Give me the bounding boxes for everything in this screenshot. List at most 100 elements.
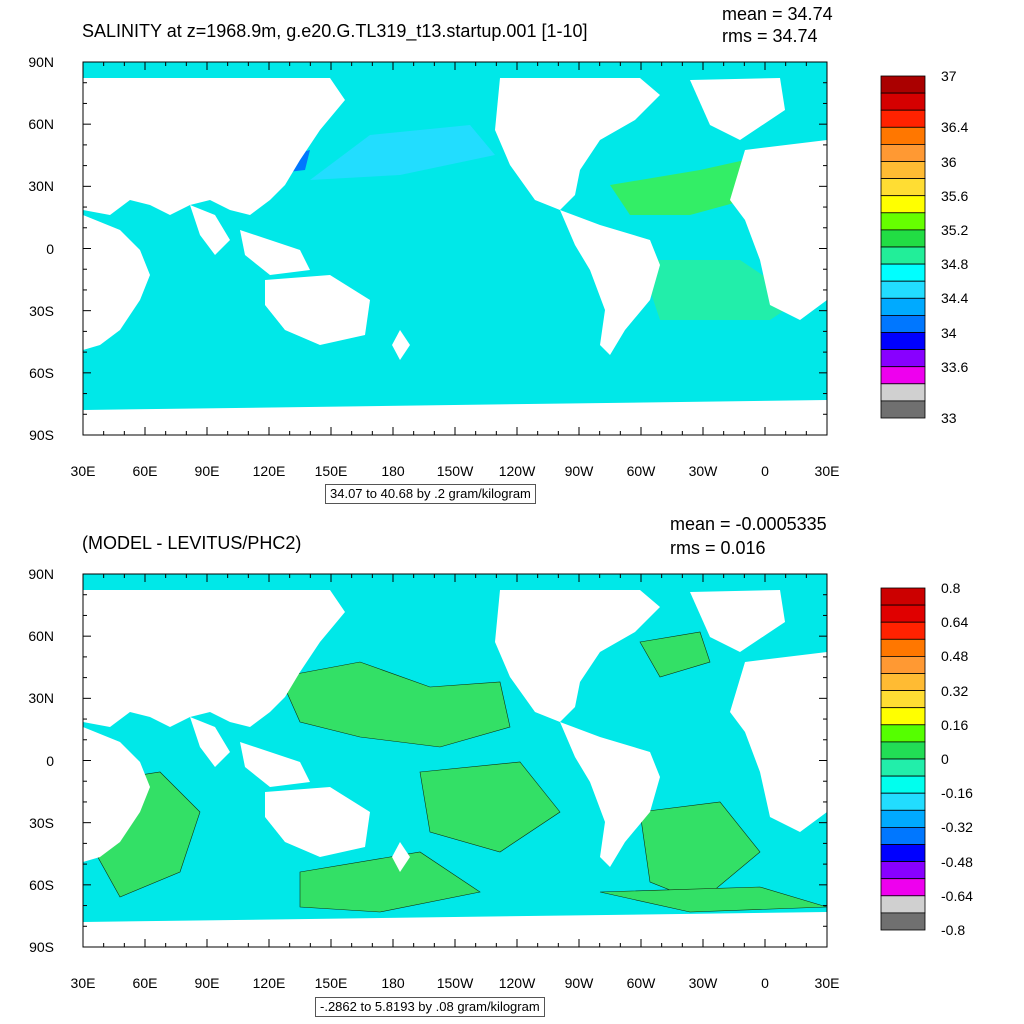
colorbar-box: [880, 332, 926, 351]
lon-label: 30E: [70, 463, 96, 479]
panel-title: (MODEL - LEVITUS/PHC2): [82, 533, 302, 553]
salinity-panel: SALINITY at z=1968.9m, g.e20.G.TL319_t13…: [28, 4, 969, 505]
colorbar-box: [880, 707, 926, 726]
lon-label: 30E: [814, 463, 840, 479]
colorbar-box: [880, 690, 926, 709]
lon-label: 30E: [70, 975, 96, 991]
contour-range-label: -.2862 to 5.8193 by .08 gram/kilogram: [315, 997, 545, 1018]
colorbar-box: [880, 826, 926, 845]
colorbar-box: [880, 383, 926, 402]
colorbar-box: [880, 741, 926, 760]
lat-label: 90N: [28, 54, 54, 70]
salinity-map: [82, 61, 926, 436]
lon-label: 30E: [814, 975, 840, 991]
land-mask: [83, 590, 345, 727]
colorbar-box: [880, 758, 926, 777]
lat-label: 0: [46, 240, 54, 257]
colorbar-label: 34: [941, 324, 957, 341]
salinity-region: [610, 160, 745, 215]
lon-label: 30W: [688, 463, 718, 479]
lon-label: 90E: [194, 463, 220, 479]
colorbar-label: 36: [941, 153, 957, 170]
colorbar-label: 36.4: [941, 119, 969, 136]
colorbar-label: -0.64: [941, 887, 973, 904]
colorbar-box: [880, 604, 926, 623]
land-mask: [83, 912, 827, 947]
lon-label: 150E: [314, 975, 348, 991]
colorbar-box: [880, 126, 926, 145]
colorbar-box: [880, 263, 926, 282]
colorbar-label: -0.8: [941, 922, 966, 938]
lon-label: 0: [761, 463, 769, 479]
anomaly-region: [419, 761, 561, 853]
land-mask: [730, 652, 827, 832]
colorbar-box: [880, 161, 926, 180]
salinity-region: [640, 260, 800, 320]
land-mask: [190, 205, 230, 255]
colorbar-box: [880, 280, 926, 299]
rms-label: rms = 34.74: [722, 26, 818, 46]
land-mask: [190, 717, 230, 767]
lon-label: 90W: [564, 463, 594, 479]
colorbar-box: [880, 878, 926, 897]
land-mask: [265, 787, 370, 857]
mean-label: mean = 34.74: [722, 4, 833, 24]
lat-label: 60N: [28, 116, 54, 133]
colorbar-box: [880, 366, 926, 385]
lat-label: 30S: [29, 302, 54, 319]
colorbar-box: [880, 246, 926, 265]
rms-label: rms = 0.016: [670, 538, 766, 558]
colorbar-box: [880, 297, 926, 316]
mean-label: mean = -0.0005335: [670, 514, 827, 534]
lat-label: 90N: [28, 566, 54, 582]
colorbar-box: [880, 212, 926, 231]
land-mask: [83, 215, 150, 350]
colorbar-box: [880, 775, 926, 794]
colorbar-box: [880, 809, 926, 828]
colorbar-label: 0.16: [941, 716, 969, 733]
colorbar-label: -0.16: [941, 785, 973, 802]
colorbar-label: 0.32: [941, 682, 969, 699]
colorbar-box: [880, 229, 926, 248]
colorbar-label: -0.48: [941, 853, 973, 870]
colorbar-box: [880, 178, 926, 197]
lat-label: 60S: [29, 364, 54, 381]
lon-label: 0: [761, 975, 769, 991]
lon-label: 120E: [252, 463, 286, 479]
colorbar-label: 0.8: [941, 580, 961, 596]
land-mask: [560, 722, 660, 867]
difference-map: [82, 573, 926, 948]
colorbar-box: [880, 724, 926, 743]
colorbar-box: [880, 75, 926, 94]
land-mask: [495, 590, 660, 722]
colorbar-box: [880, 195, 926, 214]
colorbar-label: 34.4: [941, 290, 969, 307]
lat-label: 90S: [29, 939, 54, 955]
colorbar-box: [880, 314, 926, 333]
lon-label: 60W: [626, 463, 656, 479]
land-mask: [83, 78, 345, 215]
panel-title: SALINITY at z=1968.9m, g.e20.G.TL319_t13…: [82, 21, 588, 41]
colorbar-box: [880, 844, 926, 863]
lat-label: 30N: [28, 690, 54, 707]
anomaly-region: [639, 801, 761, 903]
lon-label: 120E: [252, 975, 286, 991]
land-mask: [690, 78, 785, 140]
land-mask: [690, 590, 785, 652]
colorbar-label: 33: [941, 410, 957, 426]
salinity-region: [310, 125, 495, 180]
colorbar-box: [880, 861, 926, 880]
colorbar-box: [880, 655, 926, 674]
lon-label: 60E: [132, 975, 158, 991]
land-mask: [392, 330, 410, 360]
colorbar-box: [880, 895, 926, 914]
lon-label: 60W: [626, 975, 656, 991]
colorbar-label: 33.6: [941, 358, 969, 375]
land-mask: [83, 727, 150, 862]
lat-label: 60N: [28, 628, 54, 645]
lon-label: 30W: [688, 975, 718, 991]
colorbar-label: 37: [941, 68, 957, 84]
colorbar-box: [880, 143, 926, 162]
colorbar-box: [880, 400, 926, 419]
lon-label: 90W: [564, 975, 594, 991]
